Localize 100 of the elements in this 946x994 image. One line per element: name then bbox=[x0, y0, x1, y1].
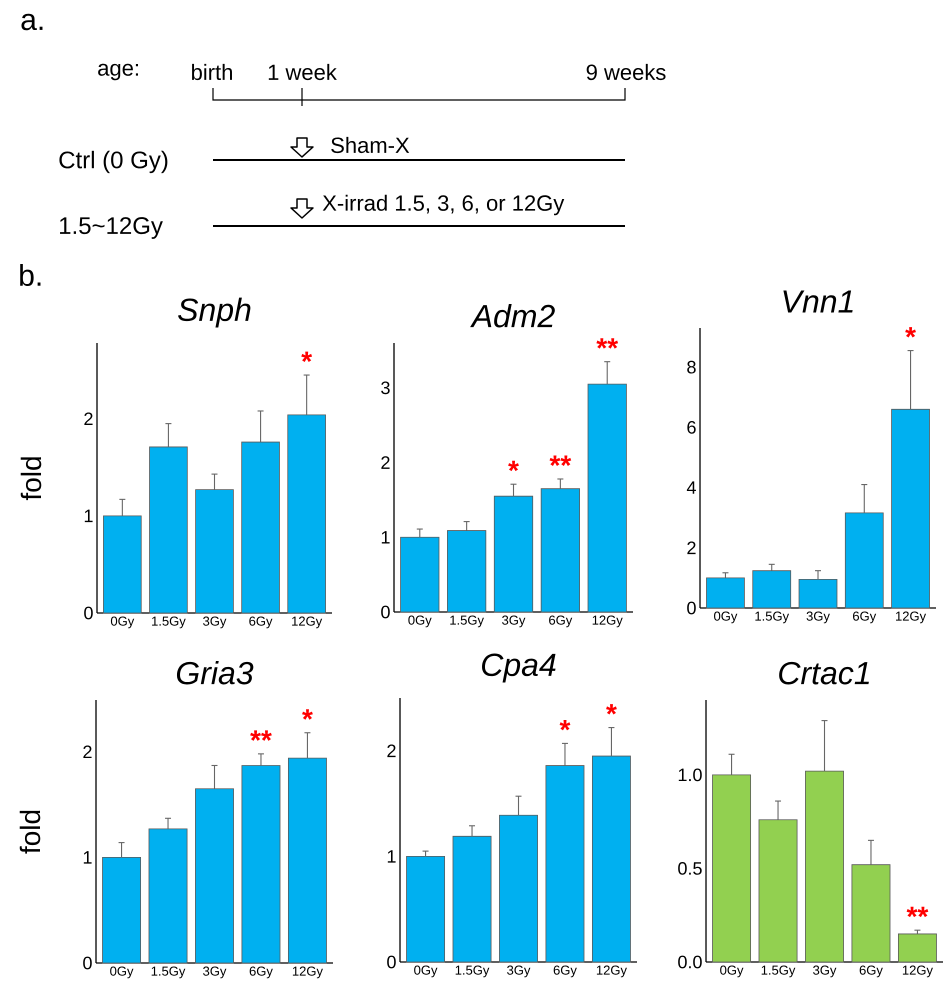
annotation: * bbox=[301, 352, 312, 362]
x-tick-label: 3Gy bbox=[806, 612, 830, 624]
y-tick-label: 2 bbox=[687, 541, 696, 554]
bar bbox=[287, 414, 326, 614]
bar bbox=[844, 512, 884, 608]
x-tick-label: 1.5Gy bbox=[450, 616, 484, 628]
x-tick-label: 1.5Gy bbox=[755, 612, 790, 624]
annotation: ** bbox=[596, 338, 618, 349]
bar bbox=[400, 536, 440, 612]
y-tick-label: 1 bbox=[84, 851, 92, 864]
x-tick-label: 0Gy bbox=[720, 966, 744, 978]
bar bbox=[494, 496, 534, 612]
chart-title: Crtac1 bbox=[779, 662, 869, 684]
chart-title: Vnn1 bbox=[783, 290, 853, 312]
bar bbox=[588, 384, 627, 612]
x-tick-label: 12Gy bbox=[896, 612, 926, 624]
y-tick-label: 3 bbox=[381, 381, 390, 394]
y-tick-label: 1 bbox=[382, 531, 390, 544]
x-tick-label: 3Gy bbox=[813, 966, 836, 978]
bar bbox=[148, 828, 188, 964]
y-axis-title: fold bbox=[20, 457, 42, 500]
y-tick-label: 0 bbox=[387, 956, 396, 968]
bar bbox=[499, 814, 538, 962]
bar bbox=[891, 408, 930, 608]
x-tick-label: 0Gy bbox=[110, 966, 134, 978]
chart-title: Adm2 bbox=[470, 304, 555, 328]
bar bbox=[758, 819, 798, 962]
y-tick-label: 1 bbox=[388, 850, 396, 863]
y-axis-title: fold bbox=[20, 810, 40, 854]
annotation: * bbox=[560, 720, 570, 730]
y-tick-label: 2 bbox=[387, 744, 396, 758]
bar bbox=[592, 756, 631, 962]
x-tick-label: 1.5Gy bbox=[456, 966, 490, 978]
x-tick-label: 3Gy bbox=[507, 966, 530, 978]
y-tick-label: 1.0 bbox=[678, 768, 702, 782]
bar bbox=[898, 934, 937, 962]
text: Sham-X bbox=[331, 136, 410, 154]
bar bbox=[546, 765, 584, 962]
text: X-irrad 1.5, 3, 6, or 12Gy bbox=[322, 194, 564, 216]
y-tick-label: 4 bbox=[686, 481, 696, 494]
y-tick-label: 0.0 bbox=[678, 956, 702, 968]
annotation: ** bbox=[906, 906, 928, 918]
x-tick-label: 6Gy bbox=[250, 966, 273, 978]
bar bbox=[195, 489, 234, 614]
y-tick-label: 1 bbox=[84, 510, 93, 522]
bar bbox=[540, 488, 580, 612]
chart-title: Cpa4 bbox=[482, 653, 556, 682]
x-tick-label: 12Gy bbox=[292, 616, 322, 628]
bar bbox=[102, 856, 142, 964]
bar bbox=[241, 442, 280, 614]
x-tick-label: 1.5Gy bbox=[762, 966, 796, 978]
x-tick-label: 0Gy bbox=[110, 616, 134, 628]
bar bbox=[288, 758, 327, 964]
x-tick-label: 0Gy bbox=[714, 612, 738, 624]
text: 9 weeks bbox=[586, 64, 666, 80]
bar bbox=[805, 770, 844, 962]
y-tick-label: 0 bbox=[83, 956, 92, 970]
y-tick-label: 0 bbox=[687, 602, 696, 614]
bar bbox=[712, 774, 752, 962]
bar bbox=[103, 515, 142, 614]
x-tick-label: 6Gy bbox=[853, 612, 876, 624]
bar bbox=[447, 530, 486, 612]
annotation: * bbox=[302, 709, 313, 720]
annotation: ** bbox=[550, 456, 572, 466]
y-tick-label: 8 bbox=[687, 360, 696, 374]
bar bbox=[752, 570, 792, 608]
text: age: bbox=[98, 64, 138, 80]
text: a. bbox=[21, 14, 42, 30]
x-tick-label: 0Gy bbox=[408, 616, 432, 628]
bar bbox=[706, 577, 745, 608]
x-tick-label: 6Gy bbox=[249, 616, 272, 628]
x-tick-label: 1.5Gy bbox=[152, 966, 186, 978]
bar bbox=[852, 864, 890, 962]
annotation: * bbox=[508, 460, 519, 472]
x-tick-label: 1.5Gy bbox=[152, 616, 186, 628]
x-tick-label: 6Gy bbox=[860, 966, 883, 978]
bar bbox=[406, 856, 446, 962]
y-tick-label: 0 bbox=[381, 606, 390, 618]
x-tick-label: 12Gy bbox=[292, 966, 323, 978]
text: birth bbox=[192, 64, 232, 80]
chart-title: Gria3 bbox=[176, 660, 254, 684]
x-tick-label: 6Gy bbox=[549, 616, 572, 628]
annotation: * bbox=[606, 704, 617, 715]
y-tick-label: 2 bbox=[84, 412, 93, 426]
text: b. bbox=[20, 264, 40, 286]
bar bbox=[242, 765, 280, 964]
y-tick-label: 2 bbox=[83, 745, 92, 758]
x-tick-label: 3Gy bbox=[203, 616, 226, 628]
x-tick-label: 12Gy bbox=[596, 966, 627, 978]
x-tick-label: 0Gy bbox=[414, 966, 438, 978]
bar bbox=[452, 836, 492, 962]
annotation: * bbox=[905, 327, 916, 338]
bar bbox=[195, 788, 234, 964]
y-tick-label: 2 bbox=[381, 456, 390, 469]
y-tick-label: 6 bbox=[687, 420, 696, 434]
text: 1 week bbox=[268, 64, 337, 80]
y-tick-label: 0.5 bbox=[678, 862, 702, 875]
bar bbox=[149, 446, 188, 614]
x-tick-label: 3Gy bbox=[502, 616, 526, 628]
annotation: ** bbox=[250, 730, 272, 741]
